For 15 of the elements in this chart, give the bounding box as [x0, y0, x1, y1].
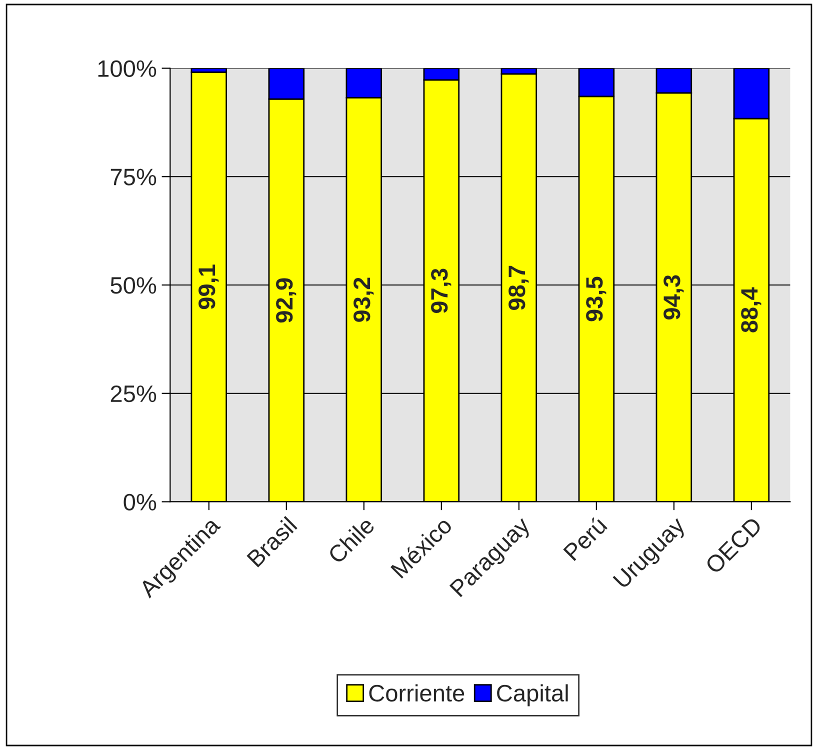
legend-label: Corriente — [369, 684, 464, 702]
data-label: 98,7 — [508, 266, 529, 310]
y-tick-label: 25% — [110, 385, 156, 402]
data-label: 92,9 — [276, 278, 296, 323]
data-label: 97,3 — [431, 268, 452, 314]
y-tick-label: 100% — [98, 60, 156, 78]
data-label: 93,2 — [354, 278, 374, 322]
y-tick-label: 50% — [110, 277, 156, 294]
data-label: 94,3 — [664, 275, 684, 320]
data-label: 99,1 — [198, 264, 219, 310]
data-label: 93,5 — [586, 276, 606, 322]
y-tick-label: 0% — [124, 494, 156, 511]
data-label: 88,4 — [741, 287, 762, 332]
legend-label: Capital — [497, 684, 568, 706]
y-tick-label: 75% — [110, 168, 156, 186]
